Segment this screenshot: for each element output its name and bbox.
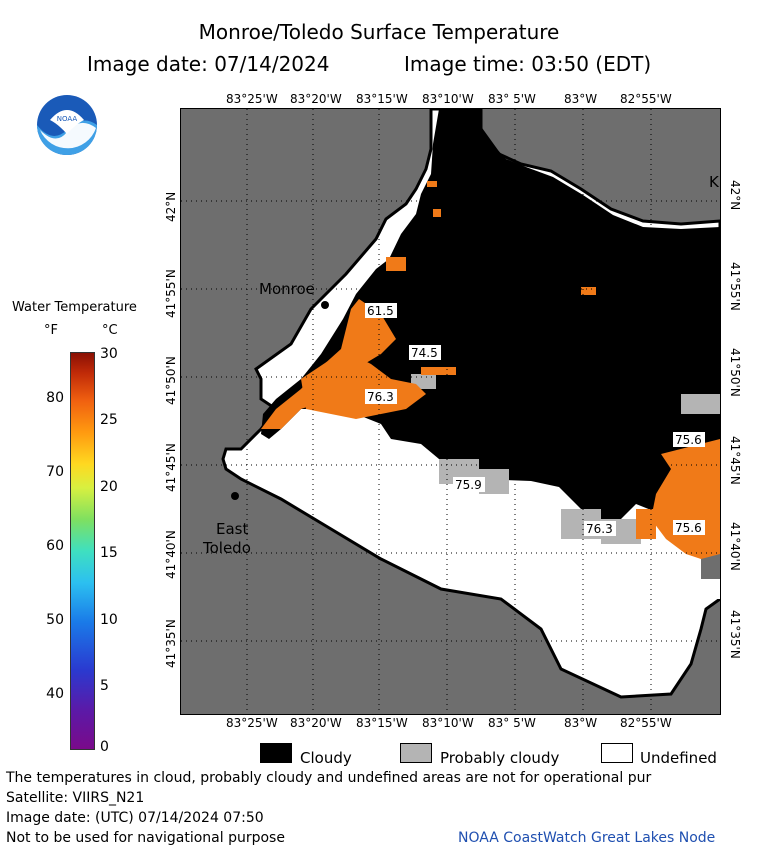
f-tick-80: 80 — [46, 390, 64, 406]
lon-bottom-3: 83°15'W — [356, 716, 408, 730]
lon-top-4: 83°10'W — [422, 92, 474, 106]
satellite-text: Satellite: VIIRS_N21 — [6, 790, 145, 806]
lat-right-6: 41°35'N — [728, 610, 742, 659]
key-undefined-label: Undefined — [640, 749, 717, 767]
temperature-colorbar — [70, 352, 95, 750]
legend-title: Water Temperature — [12, 300, 137, 315]
legend-unit-f: °F — [44, 323, 58, 338]
temperature-readings: 61.5 74.5 76.3 75.9 76.3 75.6 75.6 — [365, 303, 705, 536]
lat-right-3: 41°50'N — [728, 348, 742, 397]
c-tick-5: 5 — [100, 678, 109, 694]
lat-left-5: 41°40'N — [164, 530, 178, 579]
lat-left-4: 41°45'N — [164, 443, 178, 492]
reading-7: 75.6 — [675, 521, 702, 535]
credit-text: NOAA CoastWatch Great Lakes Node — [458, 830, 716, 846]
reading-5: 76.3 — [586, 522, 613, 536]
noaa-logo-text: NOAA — [57, 115, 78, 123]
lat-right-1: 42°N — [728, 180, 742, 211]
image-date: Image date: 07/14/2024 — [87, 52, 330, 76]
lat-left-1: 42°N — [164, 191, 178, 222]
legend-unit-c: °C — [102, 323, 118, 338]
f-tick-40: 40 — [46, 686, 64, 702]
f-tick-60: 60 — [46, 538, 64, 554]
key-cloudy-swatch — [260, 743, 292, 763]
reading-1: 61.5 — [367, 304, 394, 318]
monroe-marker — [321, 301, 329, 309]
graticule — [181, 109, 720, 714]
lat-left-6: 41°35'N — [164, 619, 178, 668]
noaa-logo: NOAA — [37, 95, 97, 155]
key-undefined-swatch — [601, 743, 633, 763]
disclaimer-text: The temperatures in cloud, probably clou… — [6, 770, 652, 786]
temperature-map: Monroe East Toledo K 61.5 74.5 76.3 75.9… — [180, 108, 721, 715]
key-cloudy-label: Cloudy — [300, 749, 352, 767]
place-monroe: Monroe — [259, 280, 315, 298]
lat-left-2: 41°55'N — [164, 269, 178, 318]
lat-right-4: 41°45'N — [728, 436, 742, 485]
lon-bottom-7: 82°55'W — [620, 716, 672, 730]
lon-top-2: 83°20'W — [290, 92, 342, 106]
f-tick-70: 70 — [46, 464, 64, 480]
reading-4: 75.9 — [455, 478, 482, 492]
f-tick-50: 50 — [46, 612, 64, 628]
lon-bottom-4: 83°10'W — [422, 716, 474, 730]
reading-2: 74.5 — [411, 346, 438, 360]
c-tick-30: 30 — [100, 346, 118, 362]
place-k: K — [709, 173, 720, 191]
c-tick-10: 10 — [100, 612, 118, 628]
lon-bottom-6: 83°W — [564, 716, 598, 730]
c-tick-15: 15 — [100, 545, 118, 561]
c-tick-25: 25 — [100, 412, 118, 428]
lat-left-3: 41°50'N — [164, 356, 178, 405]
lat-right-2: 41°55'N — [728, 262, 742, 311]
map-title: Monroe/Toledo Surface Temperature — [198, 20, 560, 44]
reading-3: 76.3 — [367, 390, 394, 404]
lon-bottom-1: 83°25'W — [226, 716, 278, 730]
navigation-warning: Not to be used for navigational purpose — [6, 830, 285, 846]
toledo-marker — [231, 492, 239, 500]
c-tick-0: 0 — [100, 739, 109, 755]
cloud-region — [261, 109, 720, 549]
c-tick-20: 20 — [100, 479, 118, 495]
utc-date-text: Image date: (UTC) 07/14/2024 07:50 — [6, 810, 264, 826]
lon-bottom-2: 83°20'W — [290, 716, 342, 730]
reading-6: 75.6 — [675, 433, 702, 447]
image-time: Image time: 03:50 (EDT) — [404, 52, 652, 76]
lon-bottom-5: 83° 5'W — [488, 716, 536, 730]
lon-top-7: 82°55'W — [620, 92, 672, 106]
lon-top-6: 83°W — [564, 92, 598, 106]
lat-right-5: 41°40'N — [728, 522, 742, 571]
key-probably-cloudy-swatch — [400, 743, 432, 763]
lon-top-1: 83°25'W — [226, 92, 278, 106]
key-probably-cloudy-label: Probably cloudy — [440, 749, 560, 767]
place-toledo: Toledo — [202, 539, 251, 557]
lon-top-3: 83°15'W — [356, 92, 408, 106]
lon-top-5: 83° 5'W — [488, 92, 536, 106]
place-east: East — [216, 520, 248, 538]
